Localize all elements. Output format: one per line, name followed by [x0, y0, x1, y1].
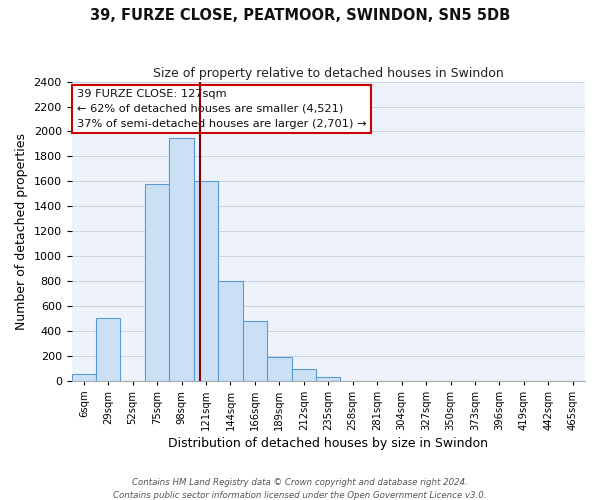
Text: 39, FURZE CLOSE, PEATMOOR, SWINDON, SN5 5DB: 39, FURZE CLOSE, PEATMOOR, SWINDON, SN5 …: [90, 8, 510, 22]
Bar: [242, 321, 267, 380]
Y-axis label: Number of detached properties: Number of detached properties: [15, 132, 28, 330]
Bar: [316, 377, 340, 380]
Bar: [194, 182, 218, 380]
Bar: [267, 357, 292, 380]
Bar: [218, 281, 242, 380]
Bar: [96, 318, 121, 380]
Bar: [169, 138, 194, 380]
X-axis label: Distribution of detached houses by size in Swindon: Distribution of detached houses by size …: [168, 437, 488, 450]
Text: Contains HM Land Registry data © Crown copyright and database right 2024.
Contai: Contains HM Land Registry data © Crown c…: [113, 478, 487, 500]
Bar: [145, 184, 169, 380]
Bar: [71, 374, 96, 380]
Text: 39 FURZE CLOSE: 127sqm
← 62% of detached houses are smaller (4,521)
37% of semi-: 39 FURZE CLOSE: 127sqm ← 62% of detached…: [77, 89, 366, 128]
Bar: [292, 370, 316, 380]
Title: Size of property relative to detached houses in Swindon: Size of property relative to detached ho…: [153, 68, 503, 80]
